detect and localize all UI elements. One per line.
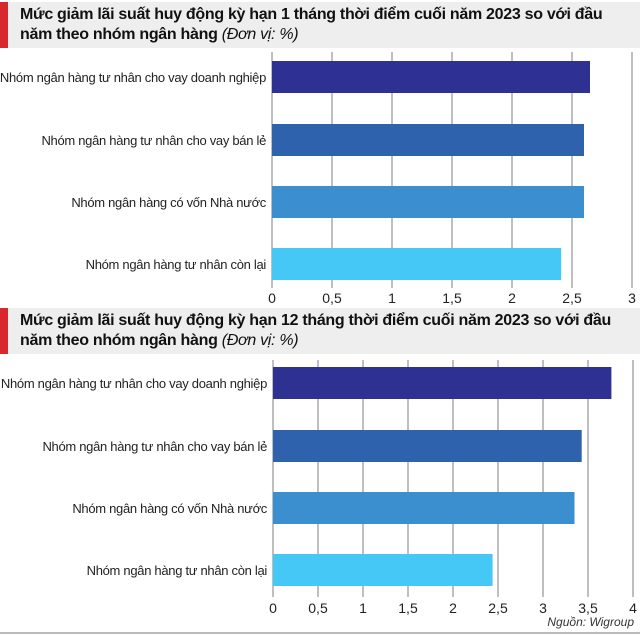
- category-label: Nhóm ngân hàng tư nhân còn lại: [87, 563, 268, 578]
- x-tick-label: 2,5: [562, 290, 582, 306]
- x-tick-label: 3: [628, 290, 636, 306]
- chart-2-title: Mức giảm lãi suất huy động kỳ hạn 12 thá…: [20, 312, 611, 349]
- chart-1-title-box: Mức giảm lãi suất huy động kỳ hạn 1 thán…: [0, 2, 640, 48]
- bottom-divider: [0, 632, 640, 634]
- category-label: Nhóm ngân hàng tư nhân cho vay doanh ngh…: [0, 70, 266, 85]
- bar: [273, 367, 612, 399]
- x-tick-label: 2: [508, 290, 516, 306]
- source-note: Nguồn: Wigroup: [547, 615, 634, 629]
- chart-2-unit: (Đơn vị: %): [221, 332, 299, 349]
- x-tick-label: 0: [268, 290, 276, 306]
- x-tick-label: 0,5: [322, 290, 342, 306]
- category-label: Nhóm ngân hàng có vốn Nhà nước: [71, 195, 266, 210]
- category-label: Nhóm ngân hàng tư nhân còn lại: [86, 257, 267, 272]
- title-accent-bar: [0, 308, 8, 354]
- x-tick-label: 2: [449, 600, 457, 616]
- bar: [273, 554, 493, 586]
- x-tick-label: 0,5: [308, 600, 328, 616]
- x-tick-label: 0: [269, 600, 277, 616]
- x-tick-label: 1: [388, 290, 396, 306]
- x-tick-label: 1,5: [398, 600, 418, 616]
- x-tick-label: 1,5: [442, 290, 462, 306]
- x-tick-label: 1: [359, 600, 367, 616]
- bar: [272, 248, 562, 280]
- x-tick-label: 3,5: [578, 600, 598, 616]
- x-tick-label: 2,5: [488, 600, 508, 616]
- x-tick-label: 4: [629, 600, 637, 616]
- category-label: Nhóm ngân hàng tư nhân cho vay bán lẻ: [42, 439, 267, 454]
- title-accent-bar: [0, 2, 8, 48]
- bar: [272, 61, 590, 93]
- bar: [272, 124, 584, 156]
- chart-1-unit: (Đơn vị: %): [221, 26, 299, 43]
- category-label: Nhóm ngân hàng tư nhân cho vay doanh ngh…: [1, 376, 267, 391]
- x-tick-label: 3: [539, 600, 547, 616]
- category-label: Nhóm ngân hàng có vốn Nhà nước: [72, 501, 267, 516]
- bar: [273, 430, 582, 462]
- chart-2-title-box: Mức giảm lãi suất huy động kỳ hạn 12 thá…: [0, 308, 640, 354]
- bar: [272, 186, 584, 218]
- category-label: Nhóm ngân hàng tư nhân cho vay bán lẻ: [41, 133, 266, 148]
- bar: [273, 492, 575, 524]
- chart-1-title: Mức giảm lãi suất huy động kỳ hạn 1 thán…: [20, 6, 603, 43]
